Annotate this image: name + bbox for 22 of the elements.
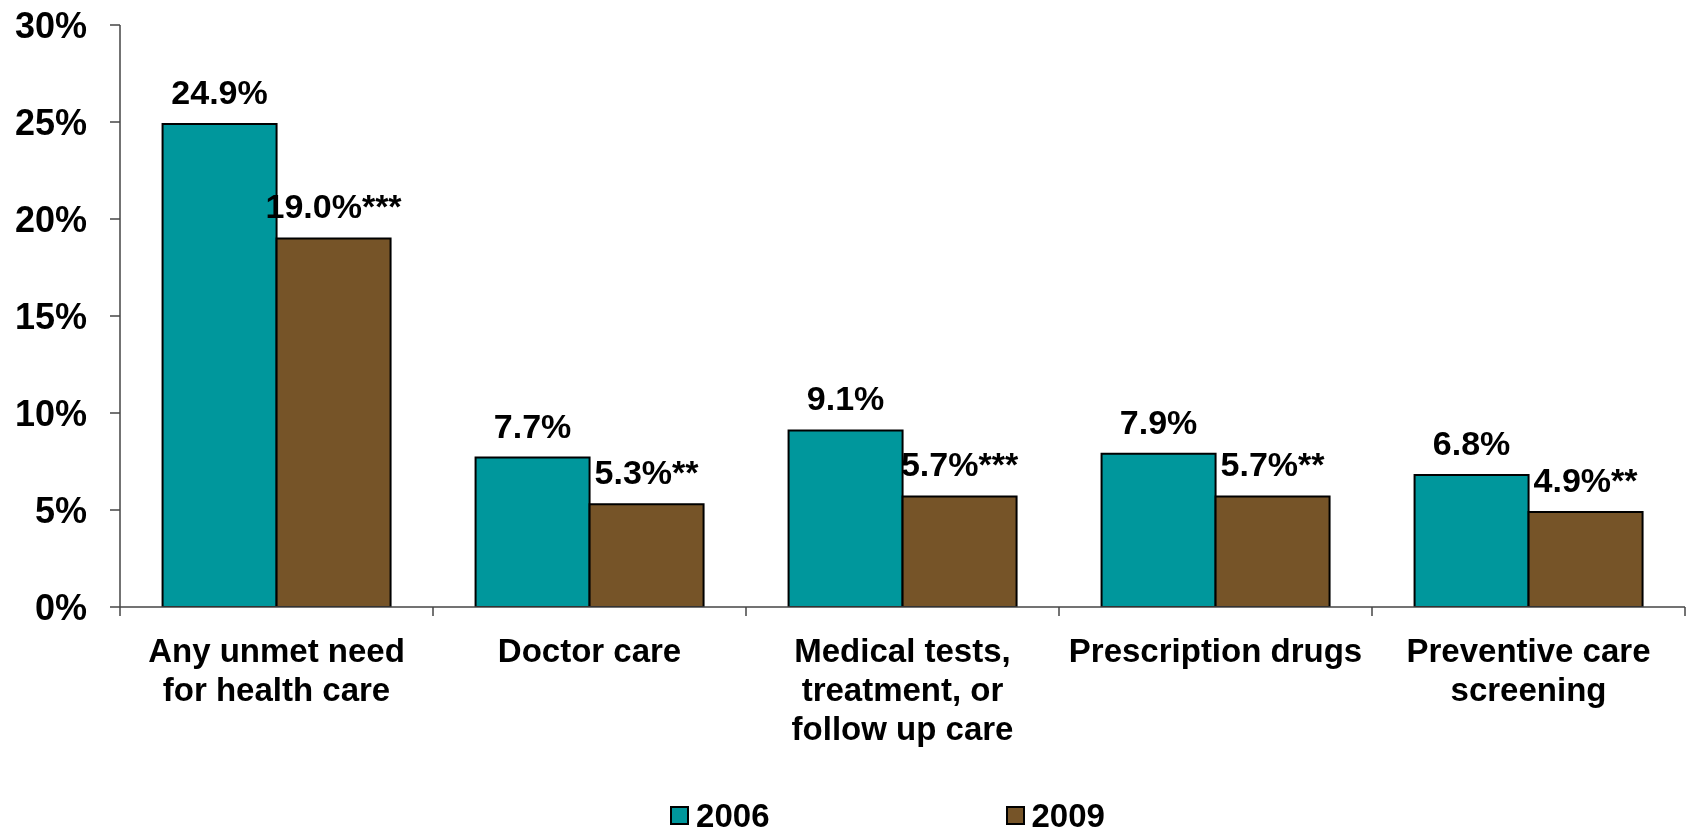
y-tick-label: 20% bbox=[14, 198, 87, 240]
x-tick-label: Doctor care bbox=[497, 632, 682, 669]
y-tick-label: 15% bbox=[14, 295, 87, 337]
y-tick-label: 0% bbox=[34, 586, 87, 628]
x-tick-label: Any unmet need for health care bbox=[148, 632, 405, 708]
data-label: 6.8% bbox=[1432, 424, 1511, 463]
legend-label: 2009 bbox=[1031, 797, 1105, 831]
y-tick-label: 25% bbox=[14, 101, 87, 143]
y-tick-label: 30% bbox=[14, 4, 87, 46]
x-tick-label: Prescription drugs bbox=[1068, 632, 1363, 669]
data-label: 24.9% bbox=[171, 72, 268, 111]
data-label: 4.9%** bbox=[1533, 460, 1639, 499]
data-label: 5.7%** bbox=[1220, 445, 1326, 484]
legend-label: 2006 bbox=[696, 797, 770, 831]
data-label: 7.9% bbox=[1119, 402, 1198, 441]
y-tick-label: 10% bbox=[14, 392, 87, 434]
data-label: 9.1% bbox=[806, 379, 885, 418]
x-tick-label: Medical tests, treatment, or follow up care bbox=[791, 632, 1014, 747]
data-label: 7.7% bbox=[493, 406, 572, 445]
y-tick-label: 5% bbox=[34, 489, 87, 531]
data-label: 5.3%** bbox=[594, 453, 700, 492]
x-tick-label: Preventive care screening bbox=[1406, 632, 1651, 708]
